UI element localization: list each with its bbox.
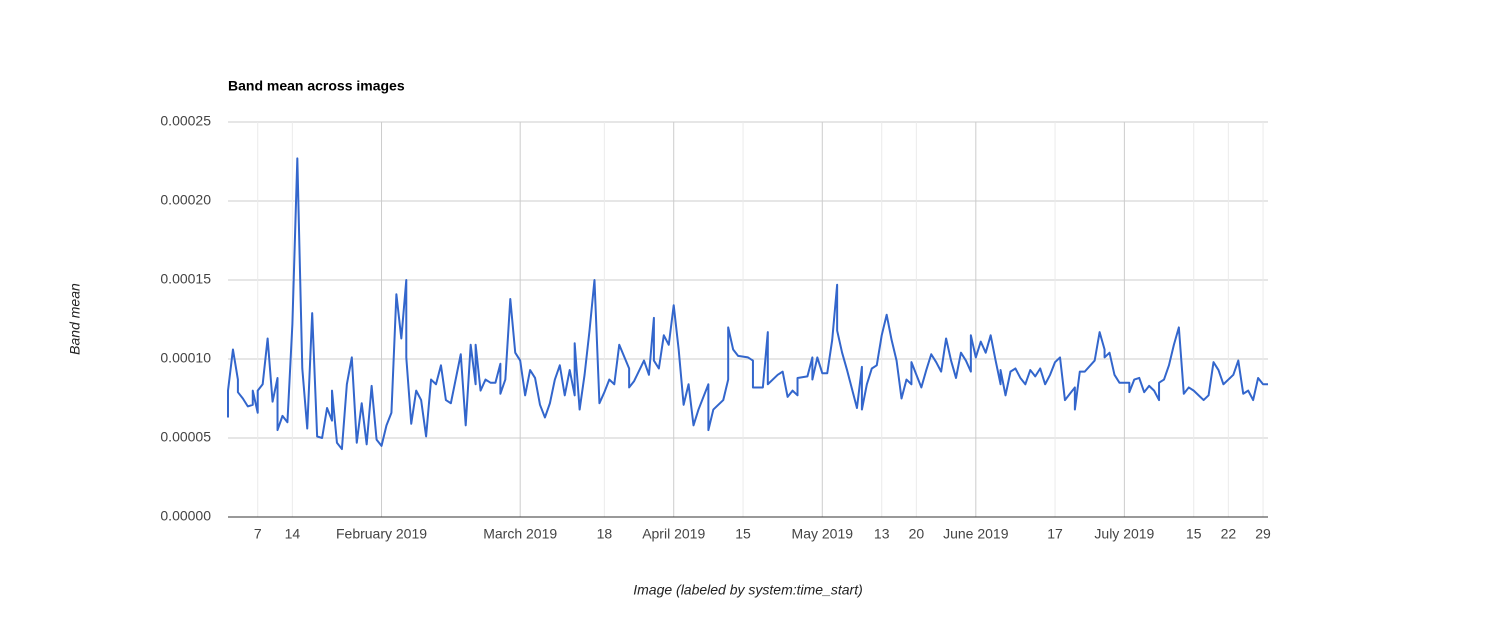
x-tick-label: 15	[1186, 526, 1202, 542]
y-tick-label: 0.00000	[160, 508, 211, 524]
x-tick-label: February 2019	[336, 526, 427, 542]
grid	[228, 121, 1268, 518]
y-tick-label: 0.00015	[160, 271, 211, 287]
x-tick-label: 22	[1221, 526, 1237, 542]
x-tick-label: April 2019	[642, 526, 705, 542]
x-tick-label: March 2019	[483, 526, 557, 542]
x-tick-label: 14	[285, 526, 301, 542]
x-tick-label: 17	[1047, 526, 1063, 542]
x-tick-label: 15	[735, 526, 751, 542]
x-tick-label: 13	[874, 526, 890, 542]
y-tick-label: 0.00005	[160, 429, 211, 445]
x-axis-title: Image (labeled by system:time_start)	[633, 582, 863, 598]
chart-title: Band mean across images	[228, 78, 405, 94]
y-tick-label: 0.00020	[160, 192, 211, 208]
x-tick-label: July 2019	[1094, 526, 1154, 542]
x-tick-label: 7	[254, 526, 262, 542]
x-tick-label: June 2019	[943, 526, 1009, 542]
y-axis-title: Band mean	[67, 283, 83, 355]
x-tick-label: 20	[909, 526, 925, 542]
x-tick-label: May 2019	[792, 526, 854, 542]
data-line	[227, 157, 1268, 451]
y-tick-label: 0.00025	[160, 113, 211, 129]
x-tick-label: 18	[597, 526, 613, 542]
x-tick-label: 29	[1255, 526, 1271, 542]
y-tick-label: 0.00010	[160, 350, 211, 366]
